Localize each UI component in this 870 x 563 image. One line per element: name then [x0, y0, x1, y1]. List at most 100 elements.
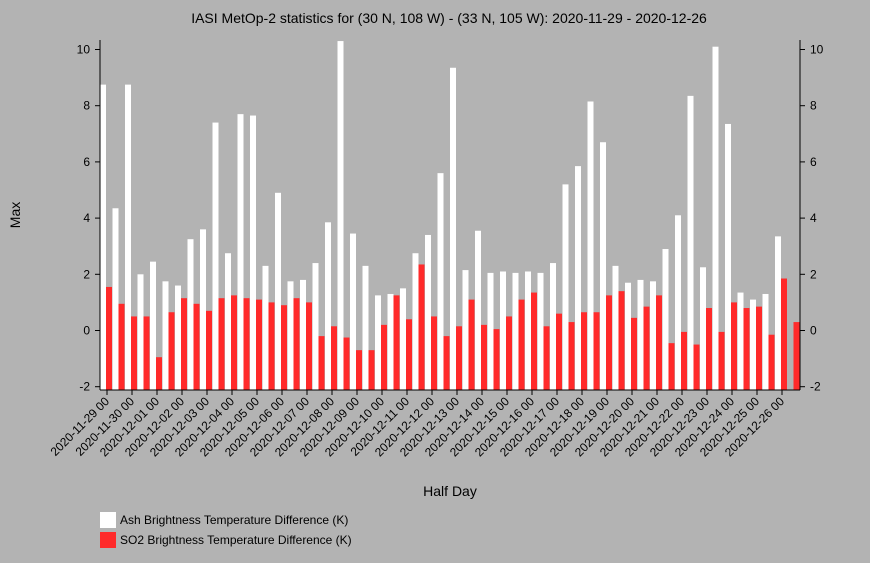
bar-so2: [481, 324, 487, 390]
bar-so2: [168, 312, 175, 390]
bar-so2: [643, 306, 650, 390]
bar-ash: [475, 230, 481, 390]
bar-so2: [443, 336, 450, 390]
bar-so2: [781, 278, 787, 390]
bar-ash: [375, 295, 381, 390]
bar-so2: [531, 292, 537, 390]
bar-so2: [543, 326, 550, 390]
bar-so2: [593, 312, 600, 390]
y-tick-label-left: 0: [83, 324, 90, 338]
bar-so2: [743, 308, 750, 390]
bar-ash: [662, 249, 669, 390]
bar-ash: [487, 272, 494, 390]
bar-ash: [700, 267, 706, 390]
bar-so2: [331, 326, 337, 390]
y-tick-label-right: 4: [810, 211, 817, 225]
bar-ash: [675, 215, 681, 390]
bar-so2: [231, 295, 237, 390]
bar-so2: [293, 298, 300, 390]
bar-ash: [762, 293, 769, 390]
bar-ash: [200, 229, 206, 390]
legend-label-ash: Ash Brightness Temperature Difference (K…: [120, 513, 348, 527]
bar-so2: [406, 319, 412, 390]
bar-so2: [318, 336, 325, 390]
y-tick-label-left: 8: [83, 99, 90, 113]
bar-so2: [256, 299, 262, 390]
bar-so2: [756, 306, 762, 390]
bar-so2: [731, 302, 737, 390]
bar-ash: [362, 265, 369, 390]
bar-ash: [162, 281, 169, 390]
y-tick-label-left: 10: [77, 43, 91, 57]
y-tick-label-left: -2: [79, 380, 90, 394]
bar-ash: [100, 84, 106, 390]
bar-so2: [693, 344, 700, 390]
bar-ash: [750, 299, 756, 390]
legend-swatch-ash: [100, 512, 116, 528]
bar-ash: [525, 271, 531, 390]
bar-so2: [518, 299, 525, 390]
bar-so2: [493, 329, 500, 390]
bar-ash: [425, 234, 431, 390]
bar-ash: [187, 239, 194, 390]
bar-ash: [337, 41, 344, 390]
bar-so2: [718, 331, 725, 390]
bar-ash: [650, 281, 656, 390]
bar-ash: [225, 253, 231, 390]
bar-so2: [143, 316, 150, 390]
bar-so2: [418, 264, 425, 390]
bar-so2: [618, 291, 625, 390]
y-tick-label-right: 10: [810, 43, 824, 57]
bar-so2: [343, 337, 350, 390]
bar-ash: [262, 265, 269, 390]
legend-swatch-so2: [100, 532, 116, 548]
bar-ash: [300, 279, 306, 390]
bar-ash: [350, 233, 356, 390]
bar-so2: [568, 322, 575, 390]
bar-ash: [512, 272, 519, 390]
bar-ash: [400, 288, 406, 390]
bar-so2: [668, 343, 675, 390]
bar-so2: [606, 295, 612, 390]
bar-ash: [412, 253, 419, 390]
bar-so2: [193, 303, 200, 390]
bar-so2: [456, 326, 462, 390]
bar-so2: [656, 295, 662, 390]
bar-ash: [112, 208, 119, 390]
bar-ash: [562, 184, 569, 390]
legend: Ash Brightness Temperature Difference (K…: [100, 512, 352, 548]
bar-ash: [575, 166, 581, 390]
bar-so2: [281, 305, 287, 390]
bar-ash: [137, 274, 144, 390]
bar-ash: [537, 272, 544, 390]
bar-so2: [306, 302, 312, 390]
bar-ash: [175, 285, 181, 390]
bar-ash: [387, 293, 394, 390]
bar-so2: [118, 303, 125, 390]
bar-so2: [431, 316, 437, 390]
bar-ash: [125, 84, 131, 390]
y-axis-label: Max: [7, 202, 23, 228]
bar-so2: [381, 324, 387, 390]
bar-ash: [237, 114, 244, 390]
bar-so2: [793, 322, 800, 390]
bar-so2: [106, 286, 112, 390]
bar-ash: [587, 101, 594, 391]
bar-ash: [275, 192, 281, 390]
bar-ash: [287, 281, 294, 390]
bar-so2: [393, 295, 400, 390]
bar-so2: [506, 316, 512, 390]
bar-ash: [312, 263, 319, 390]
bar-ash: [325, 222, 331, 390]
bar-so2: [581, 312, 587, 390]
bar-so2: [131, 316, 137, 390]
bar-so2: [156, 357, 162, 390]
bar-so2: [268, 302, 275, 390]
y-tick-label-right: 0: [810, 324, 817, 338]
bar-ash: [500, 271, 506, 390]
bar-so2: [706, 308, 712, 390]
bar-ash: [637, 279, 644, 390]
y-tick-label-left: 4: [83, 211, 90, 225]
